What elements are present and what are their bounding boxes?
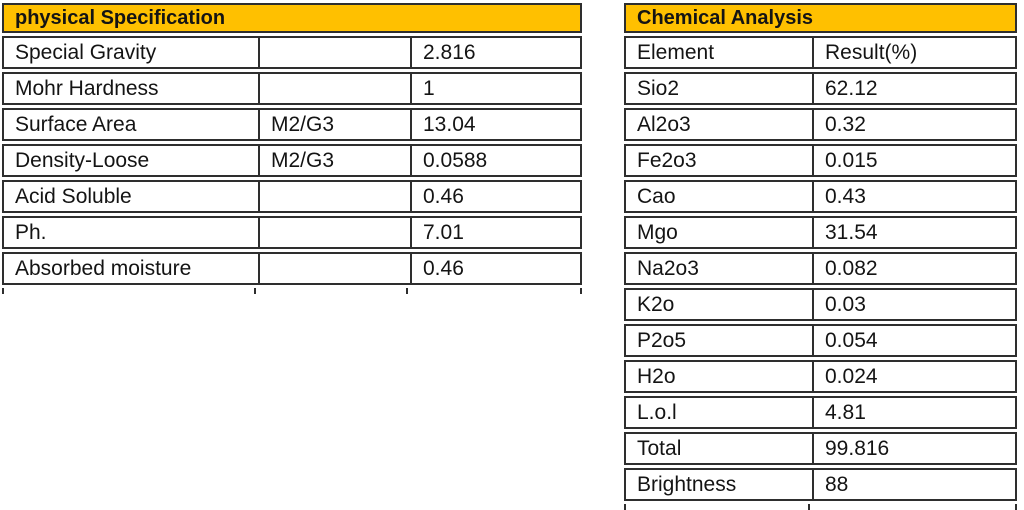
border-stub (808, 504, 810, 510)
result-cell: 0.054 (812, 326, 1015, 355)
element-cell: K2o (637, 292, 675, 316)
table-row: Al2o3 0.32 (624, 108, 1017, 141)
result-cell: 99.816 (812, 434, 1015, 463)
value-cell: 13.04 (410, 110, 580, 139)
chemical-analysis-header-bar: Chemical Analysis (624, 3, 1017, 33)
element-cell: Sio2 (637, 76, 680, 100)
element-cell: L.o.l (637, 400, 677, 424)
property-cell: Acid Soluble (15, 184, 132, 208)
table-row: Na2o3 0.082 (624, 252, 1017, 285)
table-row: L.o.l 4.81 (624, 396, 1017, 429)
property-cell: Density-Loose (15, 148, 150, 172)
table-row: Total 99.816 (624, 432, 1017, 465)
element-column-header: Element (637, 40, 715, 64)
value-cell: 7.01 (410, 218, 580, 247)
property-cell: Ph. (15, 220, 47, 244)
result-cell: 31.54 (812, 218, 1015, 247)
result-cell: 62.12 (812, 74, 1015, 103)
value-cell: 0.0588 (410, 146, 580, 175)
table-row: Density-Loose M2/G3 0.0588 (2, 144, 582, 177)
result-cell: 0.32 (812, 110, 1015, 139)
property-cell: Mohr Hardness (15, 76, 159, 100)
table-row: Cao 0.43 (624, 180, 1017, 213)
element-cell: P2o5 (637, 328, 687, 352)
unit-cell: M2/G3 (258, 146, 410, 175)
element-cell: H2o (637, 364, 676, 388)
physical-specification-table: physical Specification Special Gravity 2… (2, 3, 582, 294)
unit-cell (258, 38, 410, 67)
border-stub (406, 288, 408, 294)
table-row: Ph. 7.01 (2, 216, 582, 249)
table-row: Mohr Hardness 1 (2, 72, 582, 105)
element-cell: Al2o3 (637, 112, 691, 136)
chemical-analysis-table: Chemical Analysis Element Result(%) Sio2… (624, 3, 1017, 510)
element-cell: Brightness (637, 472, 737, 496)
physical-spec-header-bar: physical Specification (2, 3, 582, 33)
unit-cell (258, 254, 410, 283)
value-cell: 0.46 (410, 182, 580, 211)
element-cell: Cao (637, 184, 676, 208)
element-cell: Na2o3 (637, 256, 699, 280)
table-row: Brightness 88 (624, 468, 1017, 501)
result-cell: 0.024 (812, 362, 1015, 391)
element-cell: Fe2o3 (637, 148, 697, 172)
result-cell: 0.015 (812, 146, 1015, 175)
property-cell: Absorbed moisture (15, 256, 192, 280)
column-header-row: Element Result(%) (624, 36, 1017, 69)
value-cell: 1 (410, 74, 580, 103)
table-row: Mgo 31.54 (624, 216, 1017, 249)
result-column-header: Result(%) (812, 38, 1015, 67)
table-row: Special Gravity 2.816 (2, 36, 582, 69)
unit-cell: M2/G3 (258, 110, 410, 139)
border-stub (1015, 504, 1017, 510)
chemical-analysis-title: Chemical Analysis (637, 6, 814, 29)
table-row: K2o 0.03 (624, 288, 1017, 321)
border-stub (580, 288, 582, 294)
property-cell: Surface Area (15, 112, 137, 136)
unit-cell (258, 182, 410, 211)
cutoff-row-border-stubs (2, 288, 582, 294)
unit-cell (258, 74, 410, 103)
table-row: Absorbed moisture 0.46 (2, 252, 582, 285)
result-cell: 4.81 (812, 398, 1015, 427)
result-cell: 0.03 (812, 290, 1015, 319)
border-stub (624, 504, 626, 510)
table-row: Sio2 62.12 (624, 72, 1017, 105)
element-cell: Mgo (637, 220, 678, 244)
physical-spec-title: physical Specification (15, 6, 226, 29)
value-cell: 2.816 (410, 38, 580, 67)
table-row: H2o 0.024 (624, 360, 1017, 393)
table-row: Fe2o3 0.015 (624, 144, 1017, 177)
result-cell: 88 (812, 470, 1015, 499)
table-row: P2o5 0.054 (624, 324, 1017, 357)
cutoff-row-border-stubs (624, 504, 1017, 510)
value-cell: 0.46 (410, 254, 580, 283)
result-cell: 0.43 (812, 182, 1015, 211)
table-row: Acid Soluble 0.46 (2, 180, 582, 213)
result-cell: 0.082 (812, 254, 1015, 283)
property-cell: Special Gravity (15, 40, 157, 64)
table-row: Surface Area M2/G3 13.04 (2, 108, 582, 141)
element-cell: Total (637, 436, 682, 460)
border-stub (254, 288, 256, 294)
unit-cell (258, 218, 410, 247)
border-stub (2, 288, 4, 294)
